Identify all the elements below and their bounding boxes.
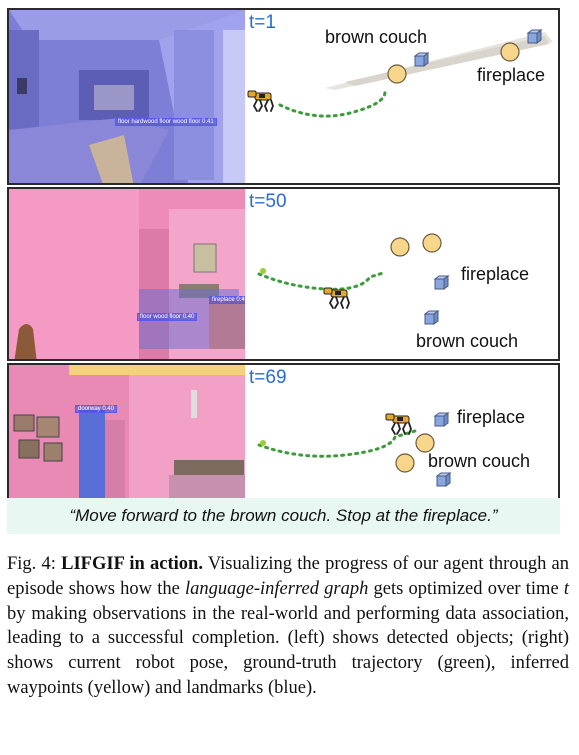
time-label: t=50: [249, 191, 287, 213]
language-graph-t69: [245, 365, 560, 500]
landmark-label-couch: brown couch: [416, 331, 518, 352]
caption-emphasis: language-inferred graph: [185, 579, 368, 599]
landmark-label-fireplace: fireplace: [461, 264, 529, 285]
landmark-label-couch: brown couch: [428, 451, 530, 472]
scene-hallway-door: [9, 365, 245, 498]
instruction-banner: “Move forward to the brown couch. Stop a…: [7, 498, 560, 534]
caption-title: LIFGIF in action.: [61, 554, 203, 574]
figure: floor hardwood floor wood floor 0.41 t=1…: [7, 8, 560, 534]
camera-view-t1: floor hardwood floor wood floor 0.41: [9, 10, 245, 183]
camera-view-t69: doorway 0.40: [9, 365, 245, 498]
landmark-label-fireplace: fireplace: [457, 407, 525, 428]
graph-view-t50: t=50 fireplace brown couch: [245, 189, 558, 359]
graph-view-t1: t=1 brown couch fireplace: [245, 10, 558, 183]
time-label: t=1: [249, 12, 276, 34]
panel-t69: doorway 0.40 t=69 fireplace brown couch: [7, 363, 560, 500]
scene-pink-room: [9, 189, 245, 359]
detection-label: floor hardwood floor wood floor 0.41: [115, 118, 217, 126]
panel-t1: floor hardwood floor wood floor 0.41 t=1…: [7, 8, 560, 185]
landmark-label-fireplace: fireplace: [477, 65, 545, 86]
time-label: t=69: [249, 367, 287, 389]
detection-label: floor wood floor 0.40: [137, 313, 197, 321]
caption-text: by making observations in the real-world…: [7, 604, 569, 698]
caption-variable: t: [564, 579, 569, 599]
detection-label: fireplace 0.4: [209, 296, 245, 304]
graph-view-t69: t=69 fireplace brown couch: [245, 365, 558, 498]
detection-label: doorway 0.40: [75, 405, 117, 413]
caption-fig-label: Fig. 4:: [7, 554, 61, 574]
scene-hallway: [9, 10, 245, 183]
landmark-label-couch: brown couch: [325, 27, 427, 48]
panel-t50: fireplace 0.4 floor wood floor 0.40 t=50…: [7, 187, 560, 361]
figure-caption: Fig. 4: LIFGIF in action. Visualizing th…: [7, 552, 569, 701]
camera-view-t50: fireplace 0.4 floor wood floor 0.40: [9, 189, 245, 359]
instruction-text: “Move forward to the brown couch. Stop a…: [7, 506, 560, 526]
caption-text: gets optimized over time: [368, 579, 564, 599]
